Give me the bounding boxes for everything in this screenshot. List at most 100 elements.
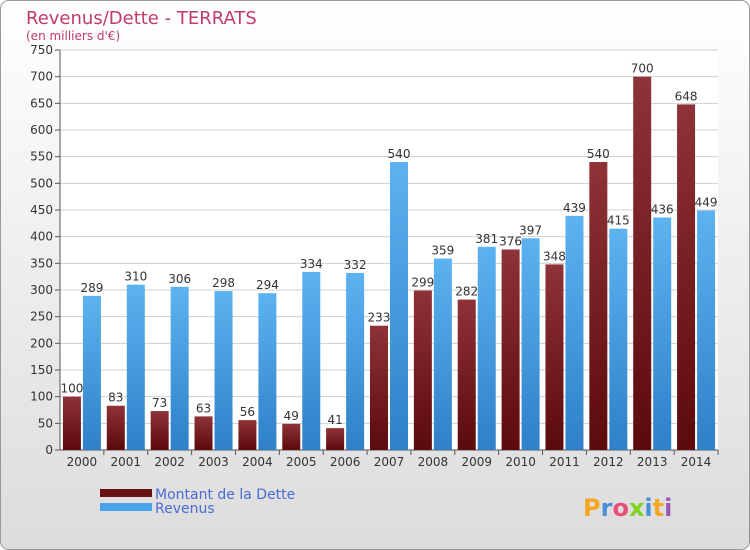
y-tick-label: 200: [30, 336, 53, 350]
data-label-revenus: 397: [519, 223, 542, 237]
data-label-revenus: 298: [212, 276, 235, 290]
data-label-debt: 73: [152, 396, 167, 410]
y-tick-label: 400: [30, 230, 53, 244]
data-labels: 100 289 83 310 73 306 63 298 56 294 49 334 41 332 233 5…: [60, 62, 717, 427]
legend-label-debt: Montant de la Dette: [155, 487, 295, 503]
bar-revenus: [477, 246, 496, 450]
data-label-debt: 299: [411, 276, 434, 290]
x-tick-label: 2010: [505, 455, 536, 469]
bar-revenus: [521, 238, 540, 450]
y-tick-label: 250: [30, 310, 53, 324]
x-tick-label: 2014: [681, 455, 712, 469]
bar-revenus: [697, 210, 716, 450]
data-label-revenus: 334: [300, 257, 323, 271]
bar-revenus: [258, 293, 277, 450]
x-tick-label: 2003: [198, 455, 229, 469]
y-tick-label: 300: [30, 283, 53, 297]
bar-revenus: [214, 291, 233, 450]
bar-debt: [238, 420, 257, 450]
data-label-debt: 63: [196, 401, 211, 415]
x-tick-label: 2000: [67, 455, 98, 469]
data-label-revenus: 439: [563, 201, 586, 215]
y-tick-label: 50: [38, 416, 53, 430]
bar-revenus: [170, 286, 189, 450]
data-label-debt: 233: [368, 311, 391, 325]
y-tick-label: 0: [45, 443, 53, 457]
bar-debt: [194, 416, 213, 450]
x-tick-label: 2006: [330, 455, 361, 469]
data-label-revenus: 540: [388, 147, 411, 161]
legend-label-revenus: Revenus: [155, 501, 215, 517]
bar-revenus: [346, 272, 365, 450]
data-label-debt: 540: [587, 147, 610, 161]
bar-revenus: [433, 258, 452, 450]
bars: [62, 76, 716, 451]
plot-area: [60, 50, 718, 450]
x-tick-label: 2007: [374, 455, 405, 469]
bar-debt: [501, 249, 520, 450]
brand-letter: x: [629, 494, 645, 522]
data-label-debt: 648: [675, 89, 698, 103]
axes: 0 50 100 150 200 250 300 350 400 450 500 550 600 650 7…: [30, 43, 719, 469]
y-tick-label: 450: [30, 203, 53, 217]
data-label-debt: 700: [631, 62, 654, 76]
data-label-revenus: 306: [168, 272, 191, 286]
bar-debt: [413, 290, 432, 450]
bar-debt: [150, 411, 169, 450]
data-label-revenus: 289: [80, 281, 103, 295]
data-label-revenus: 415: [607, 214, 630, 228]
x-tick-label: 2012: [593, 455, 624, 469]
x-tick-label: 2009: [461, 455, 492, 469]
data-label-debt: 56: [240, 405, 255, 419]
x-tick-label: 2013: [637, 455, 668, 469]
bar-debt: [282, 423, 301, 450]
bar-debt: [677, 104, 696, 451]
bar-debt: [589, 162, 608, 450]
bar-debt: [545, 264, 564, 450]
bar-debt: [62, 396, 81, 450]
bar-debt: [633, 76, 652, 451]
chart-title: Revenus/Dette - TERRATS: [26, 8, 257, 29]
x-tick-label: 2011: [549, 455, 580, 469]
brand-letter: o: [612, 494, 629, 522]
bar-debt: [457, 299, 476, 450]
brand-letter: i: [664, 494, 672, 522]
y-tick-label: 350: [30, 256, 53, 270]
data-label-debt: 41: [327, 413, 342, 427]
brand-letter: i: [644, 494, 652, 522]
x-tick-label: 2008: [418, 455, 449, 469]
brand-wordmark: Proxiti: [583, 494, 672, 522]
data-label-debt: 83: [108, 391, 123, 405]
bar-debt: [370, 325, 388, 450]
x-tick-label: 2002: [154, 455, 185, 469]
bar-revenus: [609, 228, 628, 450]
bar-revenus: [390, 162, 408, 450]
data-label-revenus: 332: [344, 258, 367, 272]
y-tick-label: 750: [30, 43, 53, 57]
legend-swatch-revenus: [100, 503, 152, 511]
brand-letter: t: [653, 494, 664, 522]
data-label-revenus: 294: [256, 278, 279, 292]
y-tick-label: 550: [30, 150, 53, 164]
y-tick-label: 600: [30, 123, 53, 137]
data-label-revenus: 359: [431, 244, 454, 258]
data-label-debt: 49: [284, 409, 299, 423]
data-label-debt: 348: [543, 249, 566, 263]
chart-subtitle: (en milliers d'€): [26, 29, 120, 43]
x-tick-label: 2004: [242, 455, 273, 469]
y-tick-label: 150: [30, 363, 53, 377]
data-label-revenus: 310: [124, 270, 147, 284]
bar-debt: [326, 428, 345, 450]
y-tick-label: 100: [30, 390, 53, 404]
bar-revenus: [565, 215, 584, 450]
data-label-debt: 282: [455, 285, 478, 299]
data-label-revenus: 381: [475, 232, 498, 246]
bar-revenus: [82, 295, 101, 450]
legend: Montant de la Dette Revenus: [100, 487, 295, 517]
x-tick-label: 2001: [111, 455, 142, 469]
legend-swatch-debt: [100, 489, 152, 497]
y-tick-label: 700: [30, 70, 53, 84]
y-tick-label: 650: [30, 96, 53, 110]
y-tick-label: 500: [30, 176, 53, 190]
